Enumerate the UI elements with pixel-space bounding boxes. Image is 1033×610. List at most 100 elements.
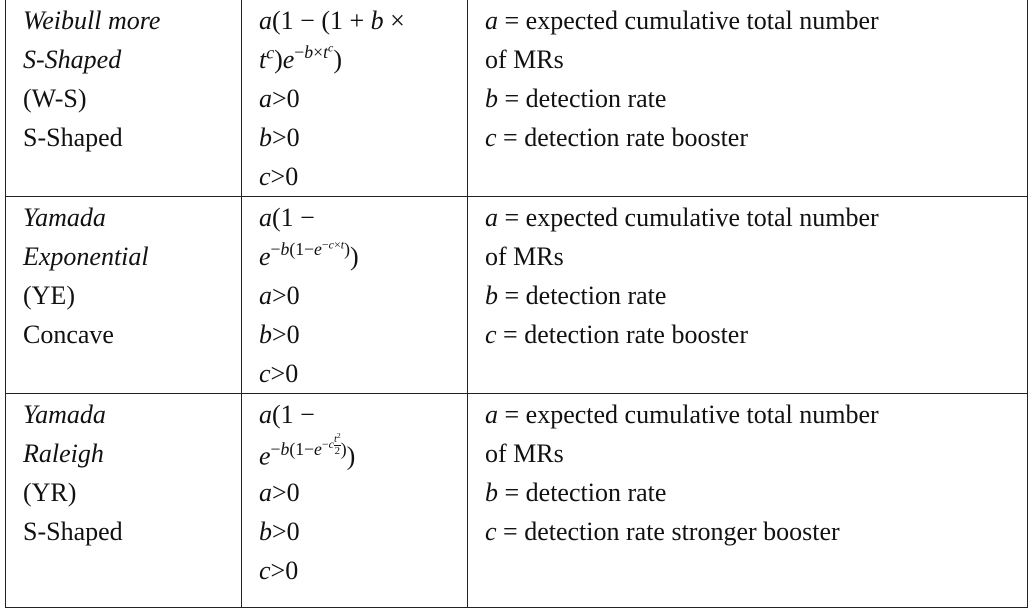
- model-cell: Yamada Exponential (YE) Concave: [5, 196, 242, 394]
- text: (1 − (1 +: [272, 6, 371, 35]
- cell-line: c = detection rate stronger booster: [485, 512, 1027, 551]
- italic-text: a: [485, 203, 498, 232]
- italic-text: b: [370, 6, 384, 35]
- text: ×: [334, 237, 341, 252]
- text: (1 −: [272, 203, 315, 232]
- italic-text: b: [485, 281, 498, 310]
- formula-cell: a(1 − (1 + b × tc)e−b×tc) a>0 b>0 c>0: [241, 0, 468, 197]
- cell-line: a = expected cumulative total number: [485, 395, 1027, 434]
- cell-line: tc)e−b×tc): [259, 40, 467, 79]
- cell-line: a = expected cumulative total number: [485, 1, 1027, 40]
- text: (W-S): [23, 84, 87, 113]
- text: S-Shaped: [23, 123, 123, 152]
- text: ×: [383, 6, 405, 35]
- italic-text: b: [304, 42, 314, 63]
- cell-line: c>0: [259, 157, 467, 196]
- italic-text: c: [485, 320, 497, 349]
- cell-line: b = detection rate: [485, 473, 1027, 512]
- cell-line: a = expected cumulative total number: [485, 198, 1027, 237]
- cell-line: a(1 −: [259, 198, 467, 237]
- cell-line: Exponential: [23, 237, 241, 276]
- parameter-cell: a = expected cumulative total number of M…: [467, 393, 1028, 608]
- italic-text: b: [485, 84, 498, 113]
- text: >0: [272, 320, 300, 349]
- cell-line: e−b(1−e−c×t)): [259, 237, 467, 276]
- text: >0: [272, 123, 300, 152]
- italic-text: b: [280, 239, 290, 260]
- italic-text: t: [334, 433, 338, 445]
- italic-text: e: [259, 242, 271, 271]
- text: S-Shaped: [23, 517, 123, 546]
- italic-text: c: [328, 237, 335, 252]
- text: = detection rate booster: [496, 320, 749, 349]
- italic-text: c: [328, 437, 335, 452]
- italic-text: c: [485, 123, 497, 152]
- text: >0: [270, 359, 299, 388]
- cell-line: S-Shaped: [23, 512, 241, 551]
- italic-text: a: [259, 203, 272, 232]
- cell-line: Yamada: [23, 198, 241, 237]
- text: ): [350, 242, 359, 271]
- cell-line: Raleigh: [23, 434, 241, 473]
- cell-line: (YE): [23, 276, 241, 315]
- text: −: [270, 239, 281, 260]
- italic-text: Weibull more: [23, 6, 161, 35]
- cell-line: a>0: [259, 79, 467, 118]
- superscript: c: [328, 41, 333, 55]
- italic-text: e: [314, 239, 322, 260]
- text: 2: [334, 444, 341, 457]
- text: = detection rate: [498, 478, 667, 507]
- cell-line: a>0: [259, 276, 467, 315]
- cell-line: b>0: [259, 118, 467, 157]
- superscript: −b(1−e−c×t): [271, 239, 350, 259]
- cell-line: Yamada: [23, 395, 241, 434]
- italic-text: Yamada: [23, 400, 106, 429]
- superscript: 2: [337, 431, 341, 440]
- cell-line: e−b(1−e−c t2 2)): [259, 432, 467, 473]
- formula-cell: a(1 − e−b(1−e−c×t)) a>0 b>0 c>0: [241, 196, 468, 394]
- italic-text: Exponential: [23, 242, 149, 271]
- superscript: −c×t: [322, 238, 344, 252]
- cell-line: c = detection rate booster: [485, 118, 1027, 157]
- superscript: −b(1−e−c t2 2): [271, 432, 347, 459]
- text: Concave: [23, 320, 114, 349]
- text: −: [294, 42, 305, 63]
- italic-text: e: [314, 438, 322, 459]
- italic-text: e: [259, 441, 271, 471]
- text: (1−: [289, 438, 315, 459]
- italic-text: c: [259, 556, 271, 585]
- text: >0: [272, 517, 300, 546]
- parameter-cell: a = expected cumulative total number of M…: [467, 0, 1028, 197]
- cell-line: Concave: [23, 315, 241, 354]
- italic-text: c: [259, 162, 271, 191]
- text: 2: [337, 430, 341, 440]
- parameter-cell: a = expected cumulative total number of M…: [467, 196, 1028, 394]
- text: >0: [270, 556, 299, 585]
- cell-line: a>0: [259, 473, 467, 512]
- text: = expected cumulative total number: [498, 6, 879, 35]
- text: = detection rate booster: [496, 123, 749, 152]
- cell-line: (YR): [23, 473, 241, 512]
- italic-text: b: [259, 517, 272, 546]
- italic-text: Yamada: [23, 203, 106, 232]
- italic-text: S-Shaped: [23, 45, 122, 74]
- table-row: Weibull more S-Shaped (W-S) S-Shaped a(1 − (…: [5, 0, 1028, 197]
- italic-text: t: [340, 237, 345, 252]
- text: of MRs: [485, 242, 564, 271]
- model-cell: Weibull more S-Shaped (W-S) S-Shaped: [5, 0, 242, 197]
- italic-text: Raleigh: [23, 439, 104, 468]
- cell-line: c>0: [259, 551, 467, 590]
- cell-line: b>0: [259, 512, 467, 551]
- text: = expected cumulative total number: [498, 203, 879, 232]
- superscript: −c t2 2: [321, 432, 341, 456]
- text: (1−: [289, 239, 315, 260]
- text: = detection rate: [498, 84, 667, 113]
- cell-line: of MRs: [485, 40, 1027, 79]
- superscript: c: [266, 42, 274, 62]
- cell-line: a(1 − (1 + b ×: [259, 1, 467, 40]
- text: (YR): [23, 478, 77, 507]
- text: −: [321, 437, 329, 452]
- fraction: t2 2: [334, 431, 341, 457]
- text: −: [321, 237, 329, 252]
